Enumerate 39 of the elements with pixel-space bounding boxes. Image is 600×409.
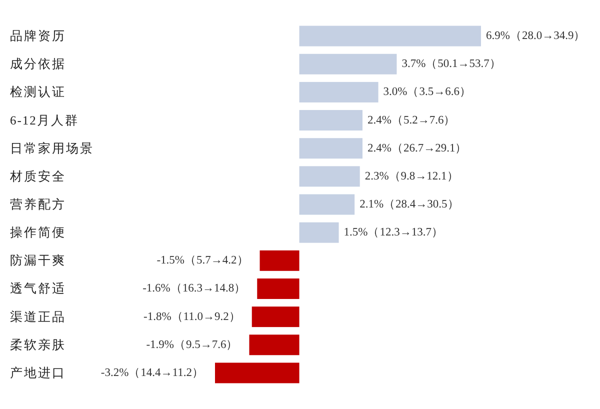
bar bbox=[257, 278, 300, 299]
y-tick-label: 材质安全 bbox=[9, 168, 66, 184]
data-label: -1.9%（9.5→7.6） bbox=[146, 338, 238, 351]
y-tick-label: 渠道正品 bbox=[10, 310, 66, 324]
bar bbox=[299, 166, 360, 187]
data-label: 2.4%（26.7→29.1） bbox=[367, 142, 468, 154]
bar bbox=[299, 54, 397, 74]
data-label: -1.6%（16.3→14.8） bbox=[142, 282, 246, 295]
y-tick-label: 检测认证 bbox=[10, 85, 66, 100]
y-tick-label: 操作简便 bbox=[10, 226, 66, 240]
data-label: 3.7%（50.1→53.7） bbox=[402, 58, 502, 70]
bar bbox=[249, 334, 300, 356]
y-tick-label: 透气舒适 bbox=[10, 282, 66, 296]
y-tick-label: 防漏干爽 bbox=[10, 254, 66, 268]
data-label: 2.1%（28.4→30.5） bbox=[360, 198, 460, 210]
y-tick-label: 营养配方 bbox=[10, 196, 66, 212]
bar bbox=[299, 222, 339, 243]
bar bbox=[299, 26, 481, 46]
y-tick-label: 成分依据 bbox=[10, 57, 66, 72]
bar bbox=[299, 110, 362, 131]
data-label: 2.3%（9.8→12.1） bbox=[364, 170, 459, 182]
data-label: -1.5%（5.7→4.2） bbox=[156, 254, 249, 267]
data-label: -1.8%（11.0→9.2） bbox=[144, 310, 241, 323]
bar bbox=[260, 250, 300, 271]
bar bbox=[252, 306, 300, 328]
y-tick-label: 6-12月人群 bbox=[10, 113, 79, 128]
data-label: -3.2%（14.4→11.2） bbox=[100, 366, 204, 379]
bar bbox=[299, 82, 378, 102]
bar bbox=[215, 362, 300, 384]
data-label: 3.0%（3.5→6.6） bbox=[383, 86, 472, 98]
y-tick-label: 日常家用场景 bbox=[10, 140, 94, 156]
bar bbox=[299, 194, 355, 215]
bar bbox=[299, 138, 362, 159]
data-label: 1.5%（12.3→13.7） bbox=[344, 226, 444, 239]
y-tick-label: 品牌资历 bbox=[10, 29, 66, 44]
y-tick-label: 产地进口 bbox=[10, 366, 66, 380]
y-tick-label: 柔软亲肤 bbox=[10, 338, 66, 352]
data-label: 2.4%（5.2→7.6） bbox=[367, 114, 456, 126]
data-label: 6.9%（28.0→34.9） bbox=[486, 30, 586, 42]
